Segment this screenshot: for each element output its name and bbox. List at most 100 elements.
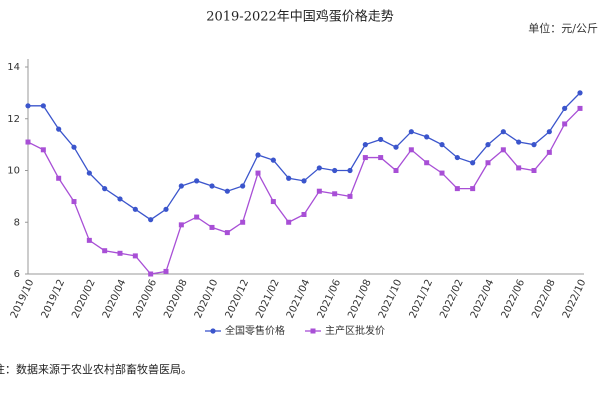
point (485, 160, 491, 166)
point (224, 230, 230, 236)
point (531, 142, 537, 148)
x-tick-label: 2019/12 (40, 278, 68, 320)
point (240, 183, 246, 189)
point (132, 253, 138, 259)
point (71, 144, 77, 150)
point (102, 248, 108, 254)
point (500, 129, 506, 135)
x-tick-label: 2020/02 (70, 278, 98, 320)
point (393, 168, 399, 173)
point (56, 175, 62, 181)
point (500, 147, 506, 153)
point (86, 237, 92, 243)
legend-marker (310, 328, 316, 334)
point (194, 178, 200, 184)
point (546, 129, 552, 135)
point (577, 105, 583, 111)
point (270, 157, 276, 163)
point (424, 134, 430, 140)
x-tick-label: 2022/02 (438, 278, 466, 320)
point (270, 199, 276, 205)
y-tick-label: 12 (7, 114, 20, 125)
y-tick-label: 14 (7, 62, 20, 73)
point (40, 103, 46, 109)
x-tick-label: 2020/06 (132, 278, 160, 320)
series-line (27, 107, 581, 275)
x-tick-label: 2021/12 (408, 278, 436, 320)
point (454, 154, 460, 161)
point (408, 129, 414, 135)
point (301, 178, 307, 184)
footnote: 注：数据来源于农业农村部畜牧兽医局。 (0, 362, 192, 376)
point (393, 144, 399, 150)
point (148, 217, 154, 223)
point (102, 186, 108, 192)
point (286, 175, 292, 181)
point (562, 105, 568, 111)
point (240, 219, 246, 225)
point (117, 250, 123, 256)
point (362, 142, 368, 148)
point (163, 206, 169, 212)
point (332, 191, 338, 197)
point (25, 139, 31, 145)
x-tick-label: 2021/02 (254, 278, 282, 320)
point (378, 136, 384, 143)
y-tick-label: 10 (7, 166, 20, 177)
y-tick-label: 6 (14, 269, 20, 280)
point (148, 271, 154, 277)
point (255, 170, 261, 176)
point (470, 186, 476, 192)
series-line (28, 92, 581, 221)
x-tick-label: 2020/10 (193, 278, 221, 320)
point (40, 147, 46, 153)
point (347, 193, 353, 199)
point (546, 149, 552, 155)
point (516, 139, 522, 145)
point (117, 196, 123, 202)
point (332, 167, 338, 174)
y-tick-label: 8 (14, 217, 20, 228)
legend-marker (210, 328, 216, 334)
x-tick-label: 2021/06 (316, 278, 344, 320)
point (562, 121, 568, 127)
x-tick-label: 2020/08 (162, 278, 190, 320)
chart-title: 2019-2022年中国鸡蛋价格走势 (206, 9, 394, 25)
point (209, 224, 215, 230)
point (224, 188, 230, 194)
unit-label: 单位：元/公斤 (528, 21, 598, 35)
point (439, 170, 445, 176)
x-tick-label: 2022/06 (500, 278, 528, 320)
point (454, 186, 460, 192)
x-tick-label: 2021/10 (377, 278, 405, 320)
point (25, 103, 31, 109)
point (316, 165, 322, 171)
point (316, 188, 322, 194)
point (178, 222, 184, 228)
point (56, 126, 62, 132)
x-tick-label: 2022/04 (469, 278, 497, 320)
point (286, 219, 292, 225)
point (531, 168, 537, 173)
point (178, 183, 184, 189)
x-tick-label: 2021/04 (285, 278, 313, 320)
x-tick-label: 2019/10 (9, 278, 37, 320)
x-tick-label: 2020/04 (101, 278, 129, 320)
point (163, 268, 169, 274)
point (255, 152, 261, 158)
point (516, 165, 522, 171)
x-tick-label: 2020/12 (224, 278, 252, 320)
point (209, 183, 215, 189)
point (378, 155, 384, 161)
point (424, 160, 430, 166)
point (362, 155, 368, 161)
x-tick-label: 2021/08 (346, 278, 374, 320)
point (132, 206, 138, 212)
legend-label: 全国零售价格 (225, 324, 285, 337)
point (408, 147, 414, 153)
point (577, 90, 583, 96)
point (485, 142, 491, 148)
point (439, 142, 445, 148)
x-tick-label: 2022/08 (530, 278, 558, 320)
